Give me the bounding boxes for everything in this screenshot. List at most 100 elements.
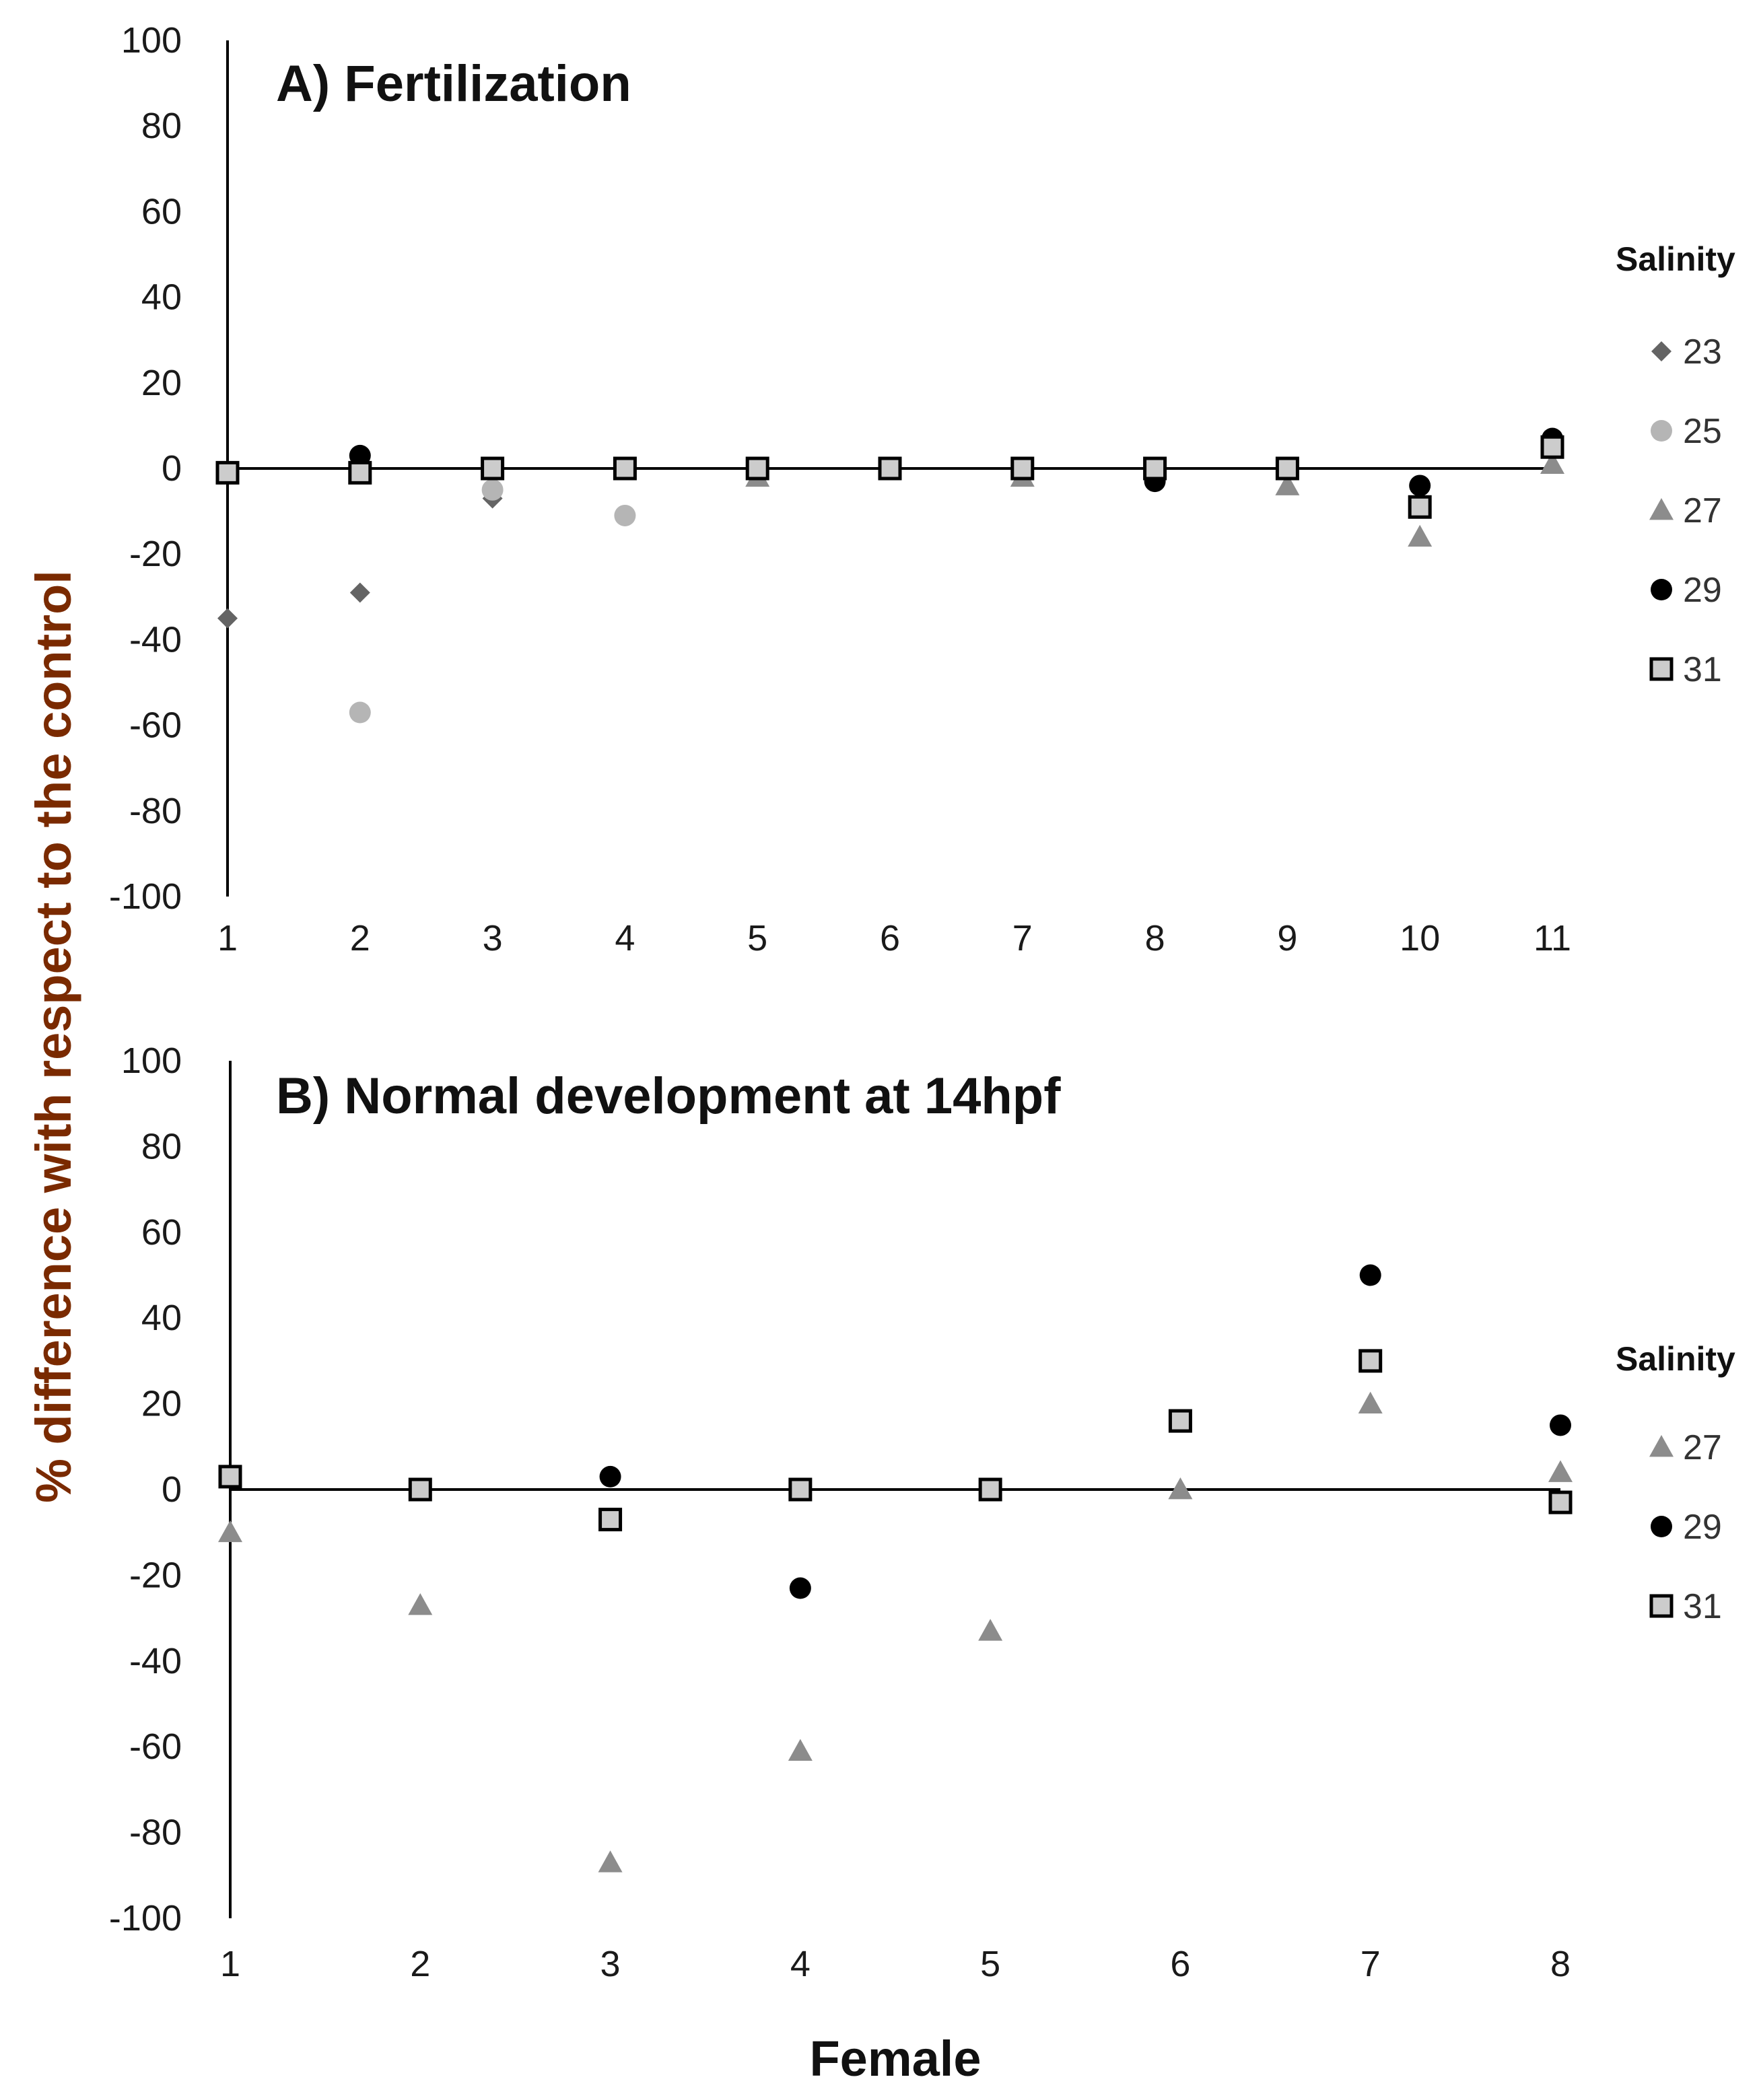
y-tick-label: 20 [141, 363, 182, 403]
y-tick-label: -40 [129, 619, 182, 660]
data-point-salinity-27 [1168, 1477, 1193, 1500]
legend-marker-29 [1651, 1516, 1672, 1537]
legend-label: 27 [1683, 491, 1722, 530]
y-tick-label: -80 [129, 791, 182, 831]
data-point-salinity-29 [1550, 1414, 1571, 1436]
legend: Salinity 23 25 27 29 31 [1616, 240, 1735, 689]
y-tick-label: -100 [109, 876, 182, 917]
y-tick-label: 60 [141, 191, 182, 232]
data-point-salinity-31 [1010, 456, 1035, 481]
data-point-salinity-29 [1409, 475, 1431, 497]
data-point-salinity-27 [598, 1850, 623, 1873]
x-tick-label: 4 [615, 918, 635, 958]
legend-marker-31 [1649, 1594, 1674, 1618]
data-point-salinity-27 [218, 1520, 242, 1543]
x-tick-label: 5 [747, 918, 767, 958]
panel-b-normal-development: 100 80 60 40 20 0 -20 -40 -60 -80 -100 1 2 3 4 5 6 7 8 B) N… [109, 1041, 1735, 1984]
legend-marker-29 [1651, 579, 1672, 600]
y-tick-label: -60 [129, 1726, 182, 1767]
x-tick-label: 3 [483, 918, 503, 958]
data-point-salinity-23 [217, 608, 238, 629]
y-tick-label: -20 [129, 1555, 182, 1595]
y-tick-label: 100 [121, 1041, 182, 1081]
panel-title: B) Normal development at 14hpf [276, 1068, 1061, 1125]
x-tick-label: 6 [880, 918, 900, 958]
data-point-salinity-31 [1358, 1349, 1383, 1373]
x-tick-label: 8 [1145, 918, 1165, 958]
data-point-salinity-23 [349, 582, 370, 603]
x-tick-label: 8 [1550, 1944, 1571, 1984]
legend-label: 25 [1683, 412, 1722, 451]
legend-label: 31 [1683, 1587, 1722, 1626]
data-point-salinity-31 [481, 456, 505, 481]
data-point-salinity-31 [745, 456, 769, 481]
data-point-salinity-31 [348, 460, 372, 485]
data-point-salinity-31 [613, 456, 637, 481]
data-point-salinity-27 [1358, 1391, 1383, 1413]
data-point-salinity-27 [978, 1619, 1003, 1641]
y-tick-label: -20 [129, 534, 182, 574]
y-tick-label: 0 [162, 448, 182, 489]
legend-marker-31 [1649, 657, 1674, 681]
data-point-salinity-29 [789, 1577, 811, 1599]
y-tick-label: 60 [141, 1212, 182, 1253]
y-tick-label: 80 [141, 106, 182, 146]
data-point-salinity-31 [598, 1508, 623, 1532]
data-point-salinity-31 [1408, 495, 1432, 519]
legend-label: 23 [1683, 332, 1722, 372]
legend-label: 27 [1683, 1428, 1722, 1467]
y-tick-label: 40 [141, 277, 182, 318]
data-point-salinity-29 [1359, 1264, 1381, 1286]
y-tick-label: -80 [129, 1813, 182, 1853]
data-point-salinity-27 [788, 1739, 813, 1761]
x-tick-label: 4 [790, 1944, 811, 1984]
legend-label: 29 [1683, 1508, 1722, 1547]
y-tick-label: 20 [141, 1384, 182, 1424]
y-tick-label: -40 [129, 1641, 182, 1681]
x-tick-label: 1 [217, 918, 238, 958]
data-point-salinity-27 [408, 1593, 433, 1615]
legend-label: 29 [1683, 571, 1722, 610]
x-tick-label: 3 [600, 1944, 621, 1984]
legend-marker-27 [1649, 1435, 1674, 1457]
legend-title: Salinity [1616, 1340, 1735, 1378]
x-tick-label: 11 [1534, 918, 1571, 958]
data-point-salinity-31 [878, 456, 902, 481]
legend-label: 31 [1683, 650, 1722, 689]
data-point-salinity-31 [1540, 435, 1564, 459]
legend-title: Salinity [1616, 240, 1735, 278]
legend-marker-27 [1649, 498, 1674, 520]
data-point-salinity-31 [1143, 456, 1167, 481]
x-tick-label: 10 [1400, 918, 1440, 958]
data-point-salinity-29 [599, 1465, 621, 1488]
x-tick-label: 1 [220, 1944, 240, 1984]
data-point-salinity-25 [481, 479, 504, 501]
data-point-salinity-31 [218, 1465, 242, 1489]
data-point-salinity-27 [1548, 1460, 1573, 1482]
legend-marker-25 [1651, 420, 1672, 442]
x-tick-label: 7 [1012, 918, 1033, 958]
x-tick-label: 2 [350, 918, 370, 958]
x-tick-label: 7 [1360, 1944, 1381, 1984]
data-point-salinity-31 [1168, 1409, 1192, 1433]
data-point-salinity-25 [349, 701, 371, 724]
y-tick-label: -60 [129, 705, 182, 746]
x-tick-label: 2 [410, 1944, 430, 1984]
y-axis-title: % difference with respect to the control [26, 570, 81, 1503]
data-point-salinity-31 [1548, 1490, 1573, 1514]
data-point-salinity-27 [1275, 473, 1300, 495]
data-point-salinity-31 [408, 1477, 432, 1502]
data-point-salinity-31 [215, 460, 240, 485]
legend-marker-23 [1651, 341, 1672, 361]
data-point-salinity-27 [1540, 452, 1564, 475]
x-tick-label: 9 [1277, 918, 1297, 958]
data-point-salinity-31 [1275, 456, 1299, 481]
y-tick-label: 0 [162, 1469, 182, 1510]
data-point-salinity-27 [1408, 524, 1433, 547]
y-tick-label: 80 [141, 1126, 182, 1166]
y-tick-label: 100 [121, 20, 182, 61]
legend: Salinity 27 29 31 [1616, 1340, 1735, 1626]
data-point-salinity-31 [978, 1477, 1002, 1502]
y-tick-label: 40 [141, 1298, 182, 1338]
